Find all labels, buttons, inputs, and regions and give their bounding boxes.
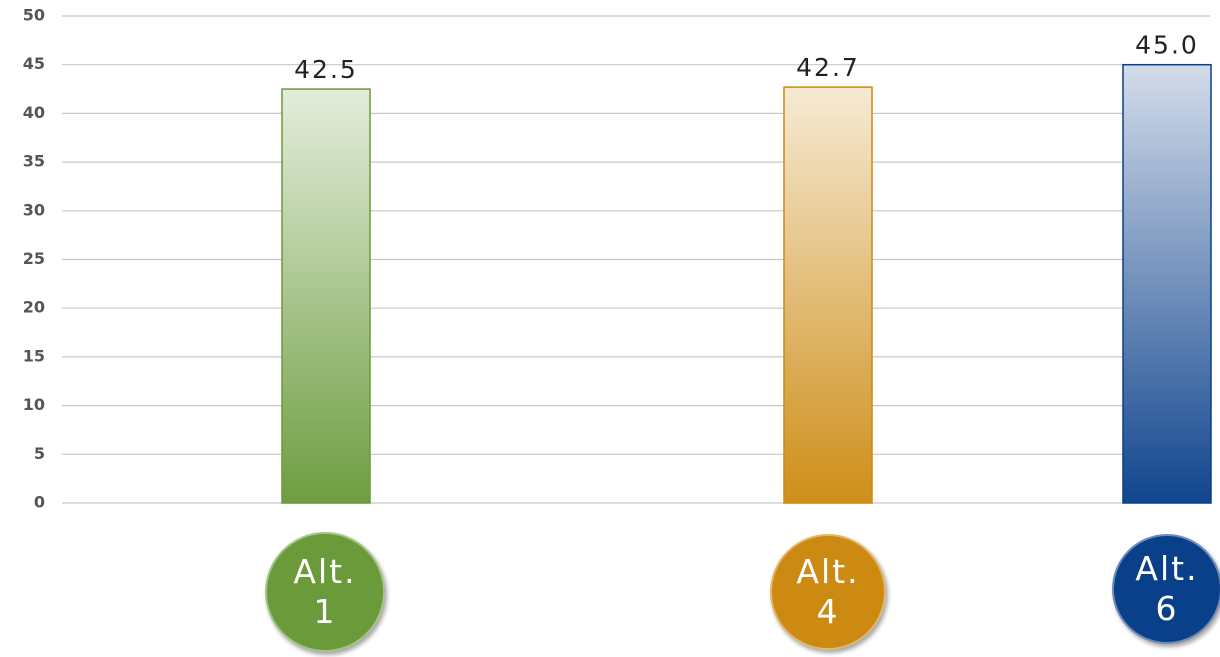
category-label: Alt. 4	[770, 534, 886, 650]
category-label: Alt. 1	[265, 532, 385, 652]
y-tick-label: 45	[23, 54, 45, 73]
value-label: 42.7	[796, 53, 860, 82]
y-tick-label: 0	[34, 493, 45, 512]
y-tick-label: 40	[23, 103, 45, 122]
category-label: Alt. 6	[1112, 534, 1220, 644]
y-tick-label: 25	[23, 249, 45, 268]
value-label: 45.0	[1135, 31, 1199, 60]
value-label: 42.5	[294, 55, 358, 84]
y-tick-label: 5	[34, 444, 45, 463]
y-tick-label: 50	[23, 6, 45, 25]
y-tick-label: 20	[23, 298, 45, 317]
y-tick-label: 35	[23, 152, 45, 171]
bar	[281, 88, 371, 504]
bar	[783, 86, 873, 504]
bar	[1122, 63, 1212, 504]
y-tick-label: 30	[23, 200, 45, 219]
y-tick-label: 10	[23, 395, 45, 414]
y-tick-label: 15	[23, 346, 45, 365]
